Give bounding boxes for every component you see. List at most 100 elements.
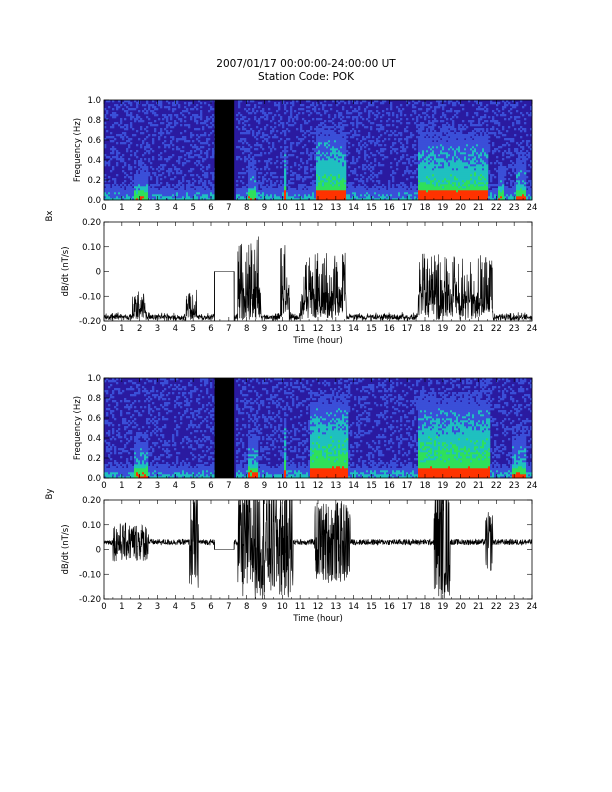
spectrogram-cell <box>420 150 423 153</box>
spectrogram-cell <box>474 198 477 201</box>
spectrogram-cell <box>478 106 481 109</box>
spectrogram-cell <box>414 196 417 199</box>
spectrogram-cell <box>324 198 327 201</box>
spectrogram-cell <box>206 152 209 155</box>
spectrogram-cell <box>434 158 437 161</box>
spectrogram-cell <box>330 168 333 171</box>
spectrogram-cell <box>302 134 305 137</box>
spectrogram-cell <box>340 136 343 139</box>
spectrogram-cell <box>208 138 211 141</box>
spectrogram-cell <box>250 192 253 195</box>
spectrogram-cell <box>176 186 179 189</box>
spectrogram-cell <box>454 154 457 157</box>
spectrogram-cell <box>364 146 367 149</box>
spectrogram-cell <box>446 168 449 171</box>
spectrogram-cell <box>418 108 421 111</box>
spectrogram-cell <box>446 180 449 183</box>
spectrogram-cell <box>288 120 291 123</box>
spectrogram-cell <box>442 188 445 191</box>
spectrogram-cell <box>328 120 331 123</box>
spectrogram-cell <box>122 142 125 145</box>
spectrogram-cell <box>510 108 513 111</box>
spectrogram-cell <box>524 162 527 165</box>
spectrogram-cell <box>332 150 335 153</box>
spectrogram-cell <box>388 124 391 127</box>
spectrogram-cell <box>154 134 157 137</box>
spectrogram-cell <box>148 188 151 191</box>
spectrogram-cell <box>442 170 445 173</box>
spectrogram-cell <box>452 180 455 183</box>
spectrogram-cell <box>138 188 141 191</box>
spectrogram-cell <box>272 188 275 191</box>
spectrogram-cell <box>280 166 283 169</box>
spectrogram-cell <box>434 106 437 109</box>
spectrogram-cell <box>444 166 447 169</box>
spectrogram-cell <box>486 148 489 151</box>
spectrogram-cell <box>486 138 489 141</box>
spectrogram-cell <box>490 180 493 183</box>
spectrogram-cell <box>242 198 245 201</box>
spectrogram-cell <box>430 134 433 137</box>
spectrogram-cell <box>250 112 253 115</box>
spectrogram-cell <box>322 158 325 161</box>
spectrogram-cell <box>434 176 437 179</box>
spectrogram-cell <box>496 156 499 159</box>
spectrogram-cell <box>300 140 303 143</box>
spectrogram-cell <box>166 184 169 187</box>
spectrogram-cell <box>252 190 255 193</box>
spectrogram-cell <box>138 184 141 187</box>
spectrogram-cell <box>418 140 421 143</box>
spectrogram-cell <box>144 182 147 185</box>
spectrogram-cell <box>426 144 429 147</box>
spectrogram-cell <box>160 156 163 159</box>
spectrogram-cell <box>428 196 431 199</box>
spectrogram-cell <box>372 172 375 175</box>
spectrogram-cell <box>264 178 267 181</box>
spectrogram-cell <box>440 140 443 143</box>
spectrogram-cell <box>436 144 439 147</box>
spectrogram-cell <box>382 128 385 131</box>
spectrogram-cell <box>156 168 159 171</box>
spectrogram-cell <box>130 192 133 195</box>
spectrogram-cell <box>456 176 459 179</box>
spectrogram-cell <box>166 158 169 161</box>
spectrogram-cell <box>474 180 477 183</box>
spectrogram-cell <box>338 144 341 147</box>
spectrogram-cell <box>286 122 289 125</box>
spectrogram-cell <box>252 164 255 167</box>
spectrogram-cell <box>122 182 125 185</box>
spectrogram-cell <box>376 198 379 201</box>
spectrogram-cell <box>338 186 341 189</box>
spectrogram-cell <box>448 186 451 189</box>
spectrogram-cell <box>484 196 487 199</box>
spectrogram-cell <box>470 154 473 157</box>
spectrogram-cell <box>400 132 403 135</box>
spectrogram-cell <box>380 196 383 199</box>
spectrogram-cell <box>442 172 445 175</box>
spectrogram-cell <box>478 142 481 145</box>
spectrogram-cell <box>500 196 503 199</box>
spectrogram-cell <box>320 170 323 173</box>
spectrogram-cell <box>456 136 459 139</box>
spectrogram-cell <box>372 196 375 199</box>
spectrogram-cell <box>398 108 401 111</box>
spectrogram-cell <box>482 166 485 169</box>
spectrogram-cell <box>436 194 439 197</box>
spectrogram-cell <box>462 166 465 169</box>
spectrogram-cell <box>426 160 429 163</box>
spectrogram-cell <box>188 104 191 107</box>
spectrogram-cell <box>328 176 331 179</box>
spectrogram-cell <box>284 166 287 169</box>
spectrogram-cell <box>142 198 145 201</box>
spectrogram-cell <box>496 192 499 195</box>
spectrogram-cell <box>476 190 479 193</box>
spectrogram-cell <box>104 162 107 165</box>
spectrogram-cell <box>196 194 199 197</box>
spectrogram-cell <box>472 180 475 183</box>
spectrogram-cell <box>432 166 435 169</box>
spectrogram-cell <box>482 152 485 155</box>
spectrogram-cell <box>430 140 433 143</box>
spectrogram-cell <box>350 182 353 185</box>
spectrogram-cell <box>364 190 367 193</box>
spectrogram-cell <box>346 194 349 197</box>
